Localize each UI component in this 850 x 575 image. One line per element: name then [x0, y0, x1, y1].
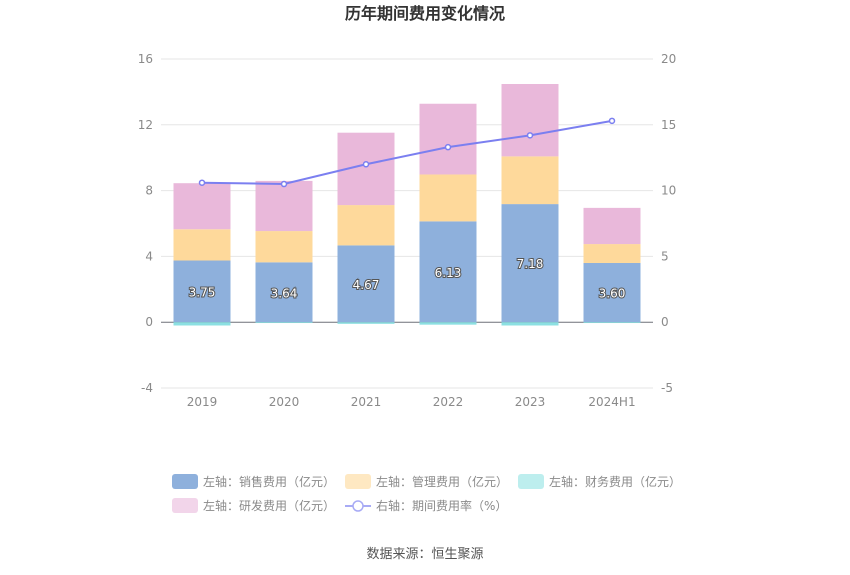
data-label: 3.60: [599, 287, 626, 301]
x-tick-label: 2023: [515, 395, 546, 409]
rate-point: [280, 180, 288, 188]
rate-line: [198, 117, 616, 188]
bar-segment: [501, 322, 559, 326]
bar-segment: [173, 260, 231, 323]
bar-segment: [501, 84, 559, 157]
right-tick-label: 5: [661, 249, 669, 263]
right-axis: -5 0 5 10 15 20: [661, 52, 676, 395]
bar-segment: [583, 262, 641, 323]
bar-segment: [173, 229, 231, 261]
legend-label: 左轴：研发费用（亿元）: [203, 498, 335, 513]
gridlines: [161, 58, 653, 389]
bar-segment: [255, 180, 313, 232]
right-tick-label: 10: [661, 184, 676, 198]
rate-line-path: [201, 119, 613, 186]
bar-segment: [337, 205, 395, 246]
legend-swatch: [518, 474, 544, 489]
legend-item: 右轴：期间费用率（%）: [345, 498, 507, 513]
right-tick-label: 20: [661, 52, 676, 66]
bar-segment: [419, 322, 477, 325]
bar-segment: [255, 231, 313, 263]
legend: 左轴：销售费用（亿元） 左轴：管理费用（亿元） 左轴：财务费用（亿元） 左轴：研发费用…: [172, 474, 681, 513]
x-axis: 2019 2020 2021 2022 2023 2024H1: [187, 395, 636, 409]
legend-swatch: [172, 498, 198, 513]
right-tick-label: 15: [661, 118, 676, 132]
bar-segment: [255, 262, 313, 323]
source-note: 数据来源：恒生聚源: [366, 547, 483, 562]
legend-item: 左轴：销售费用（亿元）: [172, 474, 335, 489]
x-tick-label: 2024H1: [588, 395, 635, 409]
legend-swatch: [172, 474, 198, 489]
bar-segment: [337, 322, 395, 324]
left-tick-label: 8: [145, 184, 153, 198]
rate-point: [362, 161, 370, 168]
bar-segment: [419, 221, 477, 323]
bar-segment: [419, 103, 477, 175]
bars: [173, 84, 641, 326]
left-tick-label: -4: [141, 381, 153, 395]
bar-segment: [583, 244, 641, 263]
bar-segment: [419, 174, 477, 222]
bar-segment: [337, 245, 395, 323]
left-tick-label: 16: [138, 52, 153, 66]
data-label: 4.67: [353, 278, 380, 292]
data-label: 6.13: [435, 266, 462, 280]
legend-swatch: [345, 474, 371, 489]
bar-segment: [501, 204, 559, 323]
data-label: 7.18: [517, 257, 544, 271]
x-tick-label: 2019: [187, 395, 218, 409]
bar-segment: [501, 156, 559, 205]
legend-label: 左轴：财务费用（亿元）: [549, 474, 681, 489]
bar-segment: [583, 207, 641, 245]
legend-item: 左轴：财务费用（亿元）: [518, 474, 681, 489]
rate-point: [526, 132, 534, 139]
left-tick-label: 0: [145, 315, 153, 329]
bar-segment: [173, 322, 231, 326]
left-axis: -4 0 4 8 12 16: [138, 52, 153, 395]
left-tick-label: 4: [145, 249, 153, 263]
legend-label: 左轴：管理费用（亿元）: [376, 474, 508, 489]
chart-title: 历年期间费用变化情况: [345, 4, 505, 23]
rate-point: [608, 117, 616, 125]
rate-point: [444, 143, 452, 151]
data-labels: 3.75 3.64 4.67 6.13 7.18 3.60: [188, 256, 627, 301]
legend-label: 右轴：期间费用率（%）: [376, 498, 507, 513]
bar-segment: [173, 183, 231, 230]
data-label: 3.64: [271, 286, 298, 300]
right-tick-label: 0: [661, 315, 669, 329]
right-tick-label: -5: [661, 381, 673, 395]
x-tick-label: 2020: [269, 395, 300, 409]
legend-label: 左轴：销售费用（亿元）: [203, 474, 335, 489]
legend-item: 左轴：研发费用（亿元）: [172, 498, 335, 513]
left-tick-label: 12: [138, 118, 153, 132]
legend-line-marker: [352, 500, 364, 512]
x-tick-label: 2021: [351, 395, 382, 409]
bar-segment: [583, 322, 641, 324]
x-tick-label: 2022: [433, 395, 464, 409]
data-label: 3.75: [189, 285, 216, 299]
rate-point: [198, 179, 206, 186]
legend-item: 左轴：管理费用（亿元）: [345, 474, 508, 489]
bar-segment: [255, 322, 313, 324]
